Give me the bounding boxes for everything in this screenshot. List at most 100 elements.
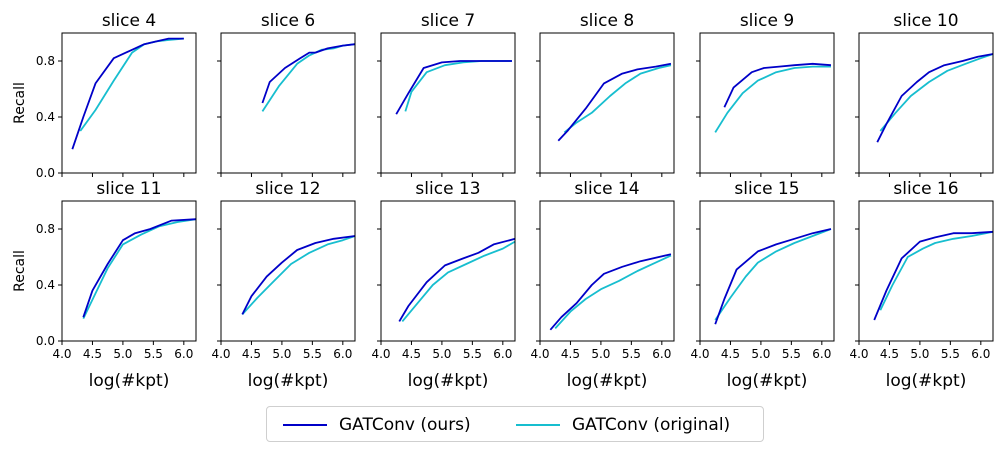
x-tick-label: 5.5 — [622, 347, 641, 361]
x-axis-label: log(#kpt) — [89, 371, 170, 391]
x-tick-label: 5.0 — [910, 347, 929, 361]
y-tick-label: 0.0 — [36, 166, 55, 180]
series-line-ours — [876, 53, 993, 143]
x-tick-label: 5.0 — [113, 347, 132, 361]
x-tick-label: 5.0 — [272, 347, 291, 361]
panel-slice-13: slice 13 4.0 4.5 5.0 5.5 6.0 log(#kpt) — [371, 179, 516, 391]
x-tick-label: 6.0 — [971, 347, 990, 361]
panel-slice-9: slice 9 — [696, 11, 835, 177]
panel-title: slice 4 — [102, 11, 156, 31]
axes-frame — [858, 200, 994, 342]
axes-frame — [220, 32, 356, 174]
panel-title: slice 9 — [740, 11, 794, 31]
panel-slice-10: slice 10 — [855, 11, 994, 177]
panel-slice-15: slice 15 4.0 4.5 5.0 5.5 6.0 log(#kpt) — [690, 179, 835, 391]
series-line-original — [879, 53, 993, 132]
x-tick-label: 6.0 — [333, 347, 352, 361]
series-line-ours — [241, 235, 355, 315]
legend-swatch-original — [516, 424, 560, 426]
legend-label-original: GATConv (original) — [572, 415, 731, 435]
axes-frame — [539, 32, 675, 174]
series-line-original — [82, 218, 196, 319]
x-tick-label: 4.5 — [561, 347, 580, 361]
x-tick-label: 4.0 — [211, 347, 230, 361]
x-tick-label: 4.5 — [402, 347, 421, 361]
legend-swatch-ours — [283, 424, 327, 426]
x-tick-label: 4.0 — [690, 347, 709, 361]
series-line-original — [241, 235, 355, 316]
x-tick-label: 5.0 — [591, 347, 610, 361]
x-tick-label: 4.0 — [530, 347, 549, 361]
y-axis-label: Recall — [12, 82, 28, 124]
x-axis-label: log(#kpt) — [886, 371, 967, 391]
series-line-ours — [873, 230, 993, 321]
x-axis-label: log(#kpt) — [248, 371, 329, 391]
series-line-ours — [261, 43, 355, 104]
panel-slice-8: slice 8 — [536, 11, 675, 177]
x-tick-label: 5.5 — [782, 347, 801, 361]
y-axis-label: Recall — [12, 250, 28, 292]
y-tick-label: 0.8 — [36, 54, 55, 68]
panel-title: slice 8 — [580, 11, 634, 31]
series-line-ours — [398, 237, 515, 322]
series-line-ours — [714, 228, 832, 325]
panel-title: slice 14 — [574, 179, 639, 199]
panel-slice-7: slice 7 — [377, 11, 516, 177]
legend-label-ours: GATConv (ours) — [339, 415, 471, 435]
x-tick-label: 4.0 — [52, 347, 71, 361]
panel-title: slice 13 — [415, 179, 480, 199]
x-tick-label: 4.0 — [849, 347, 868, 361]
axes-frame — [61, 200, 197, 342]
axes-frame — [699, 200, 835, 342]
series-line-original — [563, 64, 672, 134]
series-line-original — [554, 254, 672, 330]
panel-title: slice 11 — [96, 179, 161, 199]
series-line-ours — [723, 62, 832, 108]
panel-slice-16: slice 16 4.0 4.5 5.0 5.5 6.0 log(#kpt) — [849, 179, 994, 391]
x-axis-label: log(#kpt) — [408, 371, 489, 391]
series-line-original — [261, 43, 355, 112]
series-line-ours — [82, 218, 196, 318]
x-tick-label: 5.5 — [463, 347, 482, 361]
panel-title: slice 15 — [734, 179, 799, 199]
y-tick-label: 0.4 — [36, 110, 55, 124]
panel-title: slice 6 — [261, 11, 315, 31]
series-line-ours — [71, 37, 184, 150]
axes-frame — [380, 32, 516, 174]
x-tick-label: 5.0 — [432, 347, 451, 361]
series-line-ours — [557, 62, 672, 142]
axes-frame — [539, 200, 675, 342]
x-tick-label: 4.5 — [83, 347, 102, 361]
x-tick-label: 4.0 — [371, 347, 390, 361]
panel-title: slice 16 — [893, 179, 958, 199]
series-line-original — [401, 240, 515, 322]
legend-item-ours: GATConv (ours) — [283, 414, 471, 436]
legend: GATConv (ours) GATConv (original) — [266, 406, 764, 442]
x-tick-label: 5.5 — [303, 347, 322, 361]
x-tick-label: 6.0 — [493, 347, 512, 361]
x-tick-label: 5.5 — [144, 347, 163, 361]
x-tick-label: 4.5 — [721, 347, 740, 361]
legend-item-original: GATConv (original) — [516, 414, 730, 436]
series-line-original — [714, 228, 832, 321]
x-tick-label: 4.5 — [880, 347, 899, 361]
panel-slice-11: slice 11 4.0 4.5 5.0 5.5 6.0 0.0 0.4 0.8 Recall lo… — [12, 179, 197, 391]
x-axis-label: log(#kpt) — [567, 371, 648, 391]
x-tick-label: 6.0 — [174, 347, 193, 361]
x-tick-label: 6.0 — [812, 347, 831, 361]
y-tick-label: 0.8 — [36, 222, 55, 236]
axes-frame — [699, 32, 835, 174]
series-line-original — [714, 65, 831, 133]
panel-title: slice 10 — [893, 11, 958, 31]
series-line-ours — [549, 253, 672, 331]
panel-title: slice 12 — [255, 179, 320, 199]
panel-slice-12: slice 12 4.0 4.5 5.0 5.5 6.0 log(#kpt) — [211, 179, 356, 391]
axes-frame — [220, 200, 356, 342]
panel-slice-6: slice 6 — [217, 11, 356, 177]
y-tick-label: 0.4 — [36, 278, 55, 292]
y-tick-label: 0.0 — [36, 334, 55, 348]
x-tick-label: 6.0 — [652, 347, 671, 361]
axes-frame — [61, 32, 197, 174]
axes-frame — [858, 32, 994, 174]
